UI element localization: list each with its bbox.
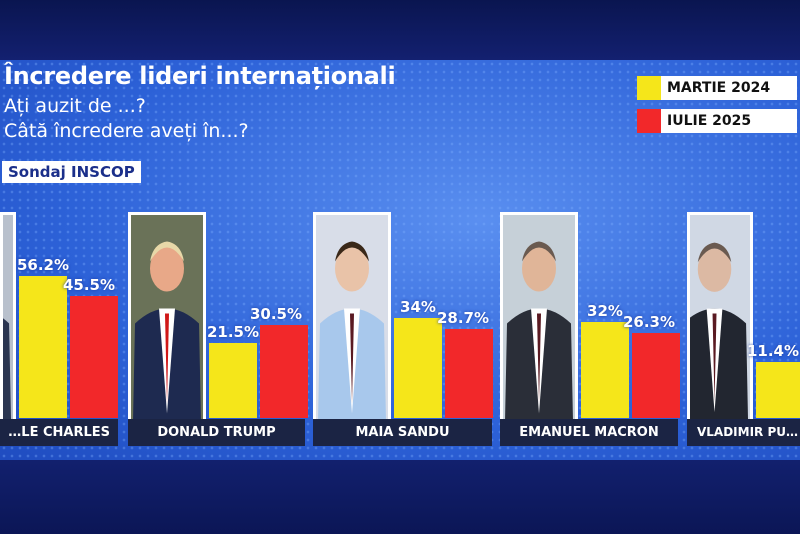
chart-title: Încredere lideri internaționali — [4, 62, 396, 90]
leader-photo — [0, 212, 16, 420]
legend-swatch-red — [637, 109, 661, 133]
leader-name-label: MAIA SANDU — [313, 419, 492, 446]
legend-item-iulie-2025: IULIE 2025 — [637, 109, 797, 133]
bar-iulie-2025 — [445, 328, 493, 418]
data-label: 30.5% — [249, 305, 303, 324]
leader-photo — [500, 212, 578, 422]
leader-photo — [313, 212, 391, 422]
legend-label: MARTIE 2024 — [667, 80, 771, 96]
leader-name-label: VLADIMIR PU… — [687, 419, 800, 446]
bottom-band — [0, 460, 800, 534]
top-band — [0, 0, 800, 60]
leader-panel: 21.5% 30.5% DONALD TRUMP — [128, 212, 308, 446]
leader-photo — [128, 212, 206, 422]
subtitle-trust: Câtă încredere aveți în...? — [4, 120, 249, 142]
leader-panel: 56.2% 45.5% …LE CHARLES — [0, 212, 118, 446]
leader-panel: 34% 28.7% MAIA SANDU — [313, 212, 493, 446]
data-label: 28.7% — [436, 308, 490, 327]
data-label: 11.4% — [746, 341, 800, 360]
legend-item-martie-2024: MARTIE 2024 — [637, 76, 797, 100]
leader-name-label: DONALD TRUMP — [128, 419, 305, 446]
leader-name-label: …LE CHARLES — [0, 419, 118, 446]
data-label: 32% — [587, 302, 623, 321]
bar-martie-2024 — [394, 318, 442, 418]
data-label: 45.5% — [62, 276, 116, 295]
subtitle-heard: Ați auzit de ...? — [4, 95, 146, 117]
leader-photo — [681, 212, 753, 420]
bar-martie-2024 — [581, 322, 629, 418]
data-label: 21.5% — [206, 322, 260, 341]
source-badge: Sondaj INSCOP — [2, 161, 141, 183]
leader-panel: 32% 26.3% EMANUEL MACRON — [500, 212, 680, 446]
data-label: 56.2% — [16, 255, 70, 274]
leader-panel: 11.4% VLADIMIR PU… — [681, 212, 800, 446]
bar-iulie-2025 — [632, 333, 680, 418]
data-label: 34% — [400, 298, 436, 317]
bar-iulie-2025 — [260, 325, 308, 418]
legend-label: IULIE 2025 — [667, 113, 752, 129]
bar-iulie-2025 — [70, 296, 118, 418]
bar-martie-2024 — [209, 342, 257, 418]
legend-swatch-yellow — [637, 76, 661, 100]
bar-martie-2024 — [19, 275, 67, 418]
bar-martie-2024 — [756, 362, 800, 418]
data-label: 26.3% — [622, 313, 676, 332]
leader-name-label: EMANUEL MACRON — [500, 419, 678, 446]
